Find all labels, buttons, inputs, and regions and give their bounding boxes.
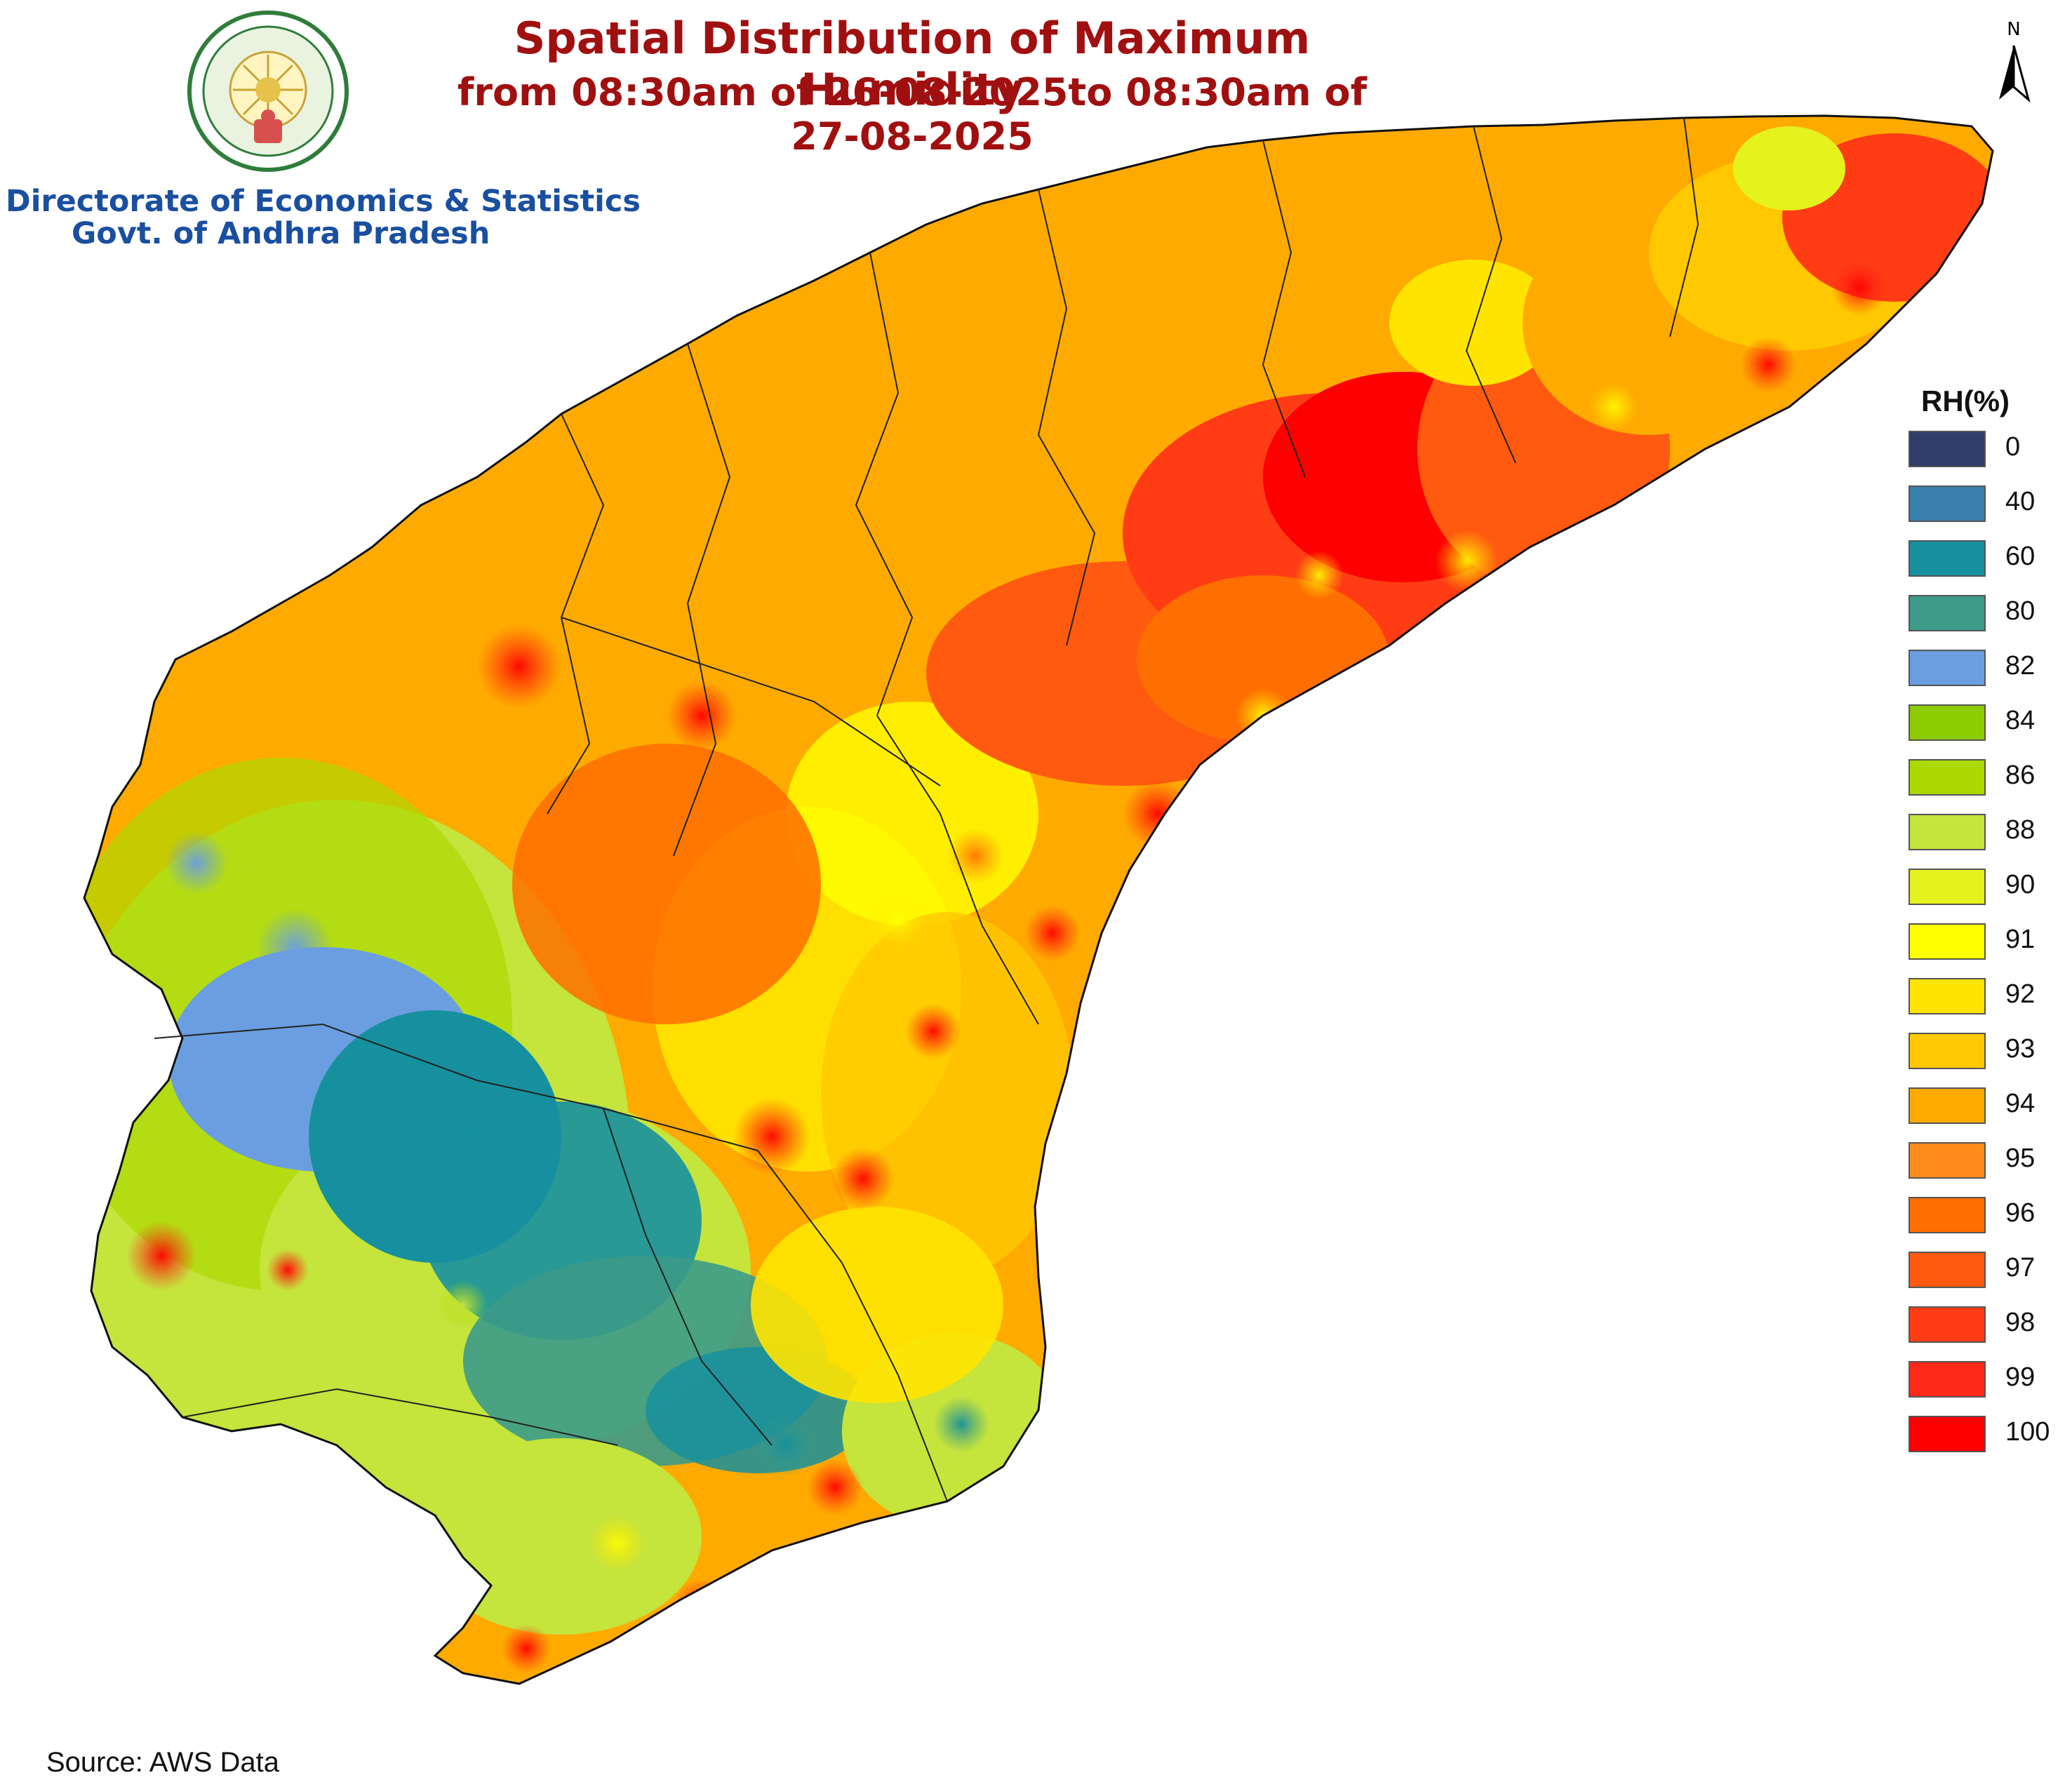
organization-name: Directorate of Economics & Statistics [6, 184, 641, 219]
legend-label: 0 [2005, 432, 2021, 462]
legend-label: 88 [2005, 815, 2036, 845]
legend-label: 95 [2005, 1144, 2036, 1173]
legend-label: 98 [2005, 1308, 2036, 1337]
legend-swatch [1909, 1416, 1986, 1452]
legend-label: 97 [2005, 1253, 2036, 1282]
legend-label: 84 [2005, 706, 2036, 735]
legend-label: 100 [2005, 1417, 2050, 1447]
legend-swatch [1909, 540, 1986, 577]
north-label: N [2007, 19, 2020, 40]
humidity-map [83, 114, 1994, 1685]
legend-swatch [1909, 1361, 1986, 1398]
state-boundary [83, 114, 1994, 1685]
legend-label: 91 [2005, 925, 2036, 954]
legend-swatch [1909, 1033, 1986, 1069]
legend-label: 60 [2005, 542, 2036, 571]
legend-label: 82 [2005, 651, 2036, 681]
source-note: Source: AWS Data [46, 1747, 279, 1778]
legend-label: 94 [2005, 1089, 2036, 1118]
legend-swatch [1909, 1252, 1986, 1288]
legend-swatch [1909, 485, 1986, 522]
legend-swatch [1909, 1142, 1986, 1179]
legend-swatch [1909, 923, 1986, 960]
legend-swatch [1909, 704, 1986, 741]
legend-label: 40 [2005, 487, 2036, 516]
map-title: Spatial Distribution of Maximum Humidity [514, 13, 1311, 115]
legend-swatch [1909, 595, 1986, 631]
map-subtitle: from 08:30am of 26-08-2025to 08:30am of … [457, 70, 1368, 159]
legend-label: 80 [2005, 596, 2036, 626]
legend-label: 92 [2005, 979, 2036, 1009]
organization-government: Govt. of Andhra Pradesh [72, 216, 490, 251]
legend-label: 86 [2005, 761, 2036, 790]
legend-swatch [1909, 814, 1986, 850]
legend-label: 96 [2005, 1198, 2036, 1228]
north-arrow-icon: N [1999, 19, 2031, 103]
legend-title: RH(%) [1921, 384, 2010, 417]
legend-swatch [1909, 869, 1986, 905]
legend-swatch [1909, 978, 1986, 1014]
legend-swatch [1909, 650, 1986, 686]
legend-swatch [1909, 759, 1986, 796]
legend-swatch [1909, 431, 1986, 467]
legend-swatch [1909, 1197, 1986, 1233]
andhra-pradesh-emblem-icon [187, 11, 349, 172]
legend-swatch [1909, 1306, 1986, 1343]
legend-swatch [1909, 1087, 1986, 1124]
legend-label: 93 [2005, 1034, 2036, 1064]
district-boundaries [154, 117, 1699, 1502]
legend-label: 99 [2005, 1362, 2036, 1392]
legend-label: 90 [2005, 870, 2036, 899]
